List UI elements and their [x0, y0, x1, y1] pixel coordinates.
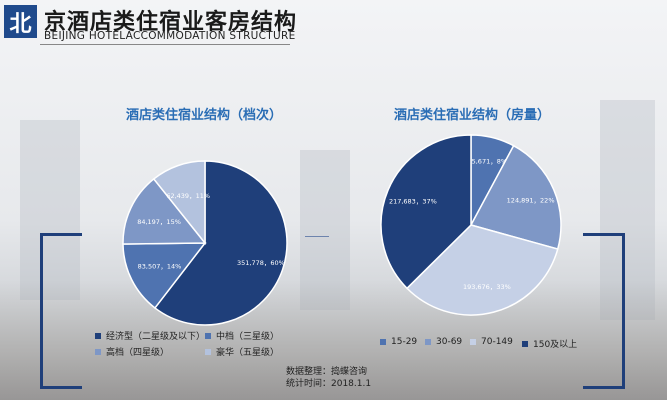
pie-data-label: 124,891，22% [507, 197, 555, 205]
legend-item: 经济型（二星级及以下） [95, 329, 205, 342]
pie-slice [405, 224, 559, 316]
pie-slice [122, 177, 207, 245]
legend-label: 经济型（二星级及以下） [106, 332, 206, 342]
legend-swatch [522, 340, 528, 347]
legend-swatch [205, 332, 211, 339]
background-shade [0, 280, 667, 400]
data-date-note: 统计时间：2018.1.1 [286, 379, 372, 389]
legend-label: 70-149 [481, 337, 513, 347]
pie-data-label: 62,439，11% [166, 192, 210, 200]
page-subtitle: BEIJING HOTELACCOMMODATION STRUCTURE [44, 30, 296, 42]
legend-label: 15-29 [391, 337, 418, 347]
pie-slice [122, 242, 207, 309]
legend-label: 高档（四星级） [106, 348, 170, 358]
frame-top-left-h [40, 233, 82, 236]
legend-label: 150及以上 [533, 340, 578, 350]
pie-slice [152, 160, 206, 246]
legend-label: 30-69 [436, 337, 463, 347]
frame-left-v [40, 233, 43, 388]
pie-data-label: 45,671，8% [467, 157, 507, 165]
background-building [600, 100, 655, 320]
legend-label: 豪华（五星级） [216, 348, 280, 358]
pie-slice [153, 160, 288, 326]
chart-title-rooms: 酒店类住宿业结构（房量） [393, 108, 551, 123]
legend-item: 150及以上 [522, 337, 577, 350]
frame-bottom-left-h [40, 386, 82, 389]
legend-item: 70-149 [470, 337, 513, 347]
page-title: 京酒店类住宿业客房结构 [44, 10, 298, 35]
pie-data-label: 193,676，33% [463, 283, 511, 291]
legend-swatch [470, 339, 476, 345]
legend-item: 15-29 [380, 337, 417, 347]
frame-right-v [622, 233, 625, 388]
chart-title-grade: 酒店类住宿业结构（档次） [125, 108, 283, 123]
legend-label: 中档（三星级） [216, 332, 280, 342]
pie-data-label: 217,683，37% [389, 198, 437, 206]
legend-item: 高档（四星级） [95, 345, 169, 358]
frame-bottom-right-h [583, 386, 625, 389]
data-source-note: 数据整理：捣蝶咨询 [286, 367, 368, 377]
pie-data-label: 351,778，60% [237, 259, 285, 267]
legend-swatch [95, 348, 101, 355]
pie-data-label: 84,197，15% [137, 218, 181, 226]
legend-swatch [425, 339, 431, 345]
background-building [300, 150, 350, 310]
frame-top-right-h [583, 233, 625, 236]
legend-swatch [95, 332, 101, 339]
pie-slice [469, 144, 562, 251]
background-building [20, 120, 80, 300]
legend-swatch [205, 348, 211, 355]
logo-badge: 北 [4, 5, 37, 38]
frame-center-dash [305, 236, 329, 237]
legend-item: 中档（三星级） [205, 329, 279, 342]
legend-swatch [380, 339, 386, 345]
title-underline [40, 44, 290, 45]
pie-slice [380, 134, 472, 290]
legend-item: 豪华（五星级） [205, 345, 279, 358]
legend-item: 30-69 [425, 337, 462, 347]
pie-data-label: 83,507，14% [138, 263, 182, 271]
